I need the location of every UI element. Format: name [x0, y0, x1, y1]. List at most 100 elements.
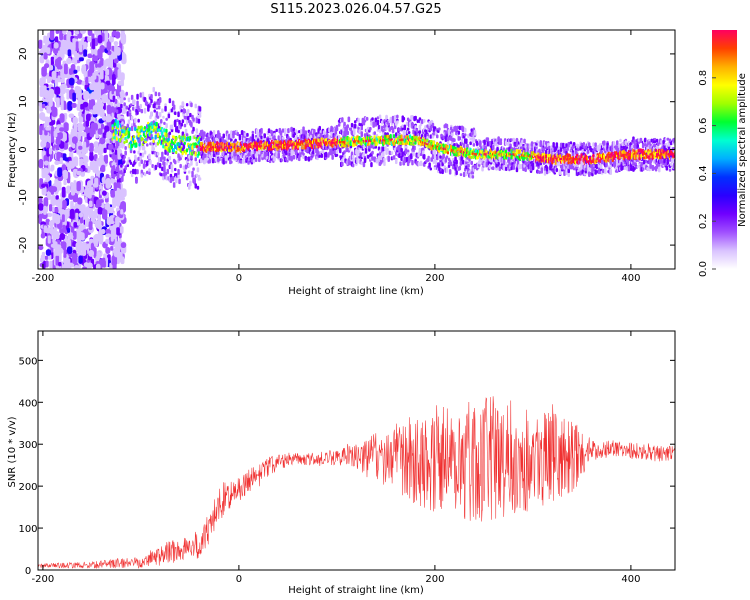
heatmap-cell	[177, 168, 180, 175]
heatmap-cell	[52, 233, 56, 244]
heatmap-cell	[175, 136, 178, 141]
heatmap-cell	[399, 161, 402, 166]
heatmap-cell	[396, 120, 399, 124]
heatmap-cell	[126, 112, 130, 116]
heatmap-cell	[196, 115, 200, 119]
heatmap-cell	[170, 124, 174, 130]
heatmap-cell	[120, 92, 123, 98]
heatmap-cell	[341, 161, 344, 167]
heatmap-cell	[398, 127, 401, 132]
heatmap-cell	[88, 249, 95, 257]
heatmap-cell	[75, 242, 81, 253]
heatmap-cell	[113, 171, 117, 175]
heatmap-cell	[127, 130, 130, 135]
heatmap-cell	[129, 140, 132, 145]
heatmap-cell	[445, 155, 449, 159]
heatmap-cell	[445, 123, 449, 129]
heatmap-cell	[78, 255, 83, 264]
heatmap-cell	[403, 124, 407, 131]
heatmap-cell	[194, 151, 197, 157]
heatmap-cell	[102, 190, 107, 196]
heatmap-cell	[64, 63, 68, 75]
heatmap-cell	[123, 97, 126, 101]
heatmap-cell	[422, 150, 425, 155]
heatmap-cell	[102, 60, 107, 70]
heatmap-cell	[124, 146, 127, 151]
heatmap-cell	[169, 173, 173, 178]
heatmap-cell	[69, 208, 75, 220]
heatmap-cell	[212, 130, 216, 136]
heatmap-cell	[157, 92, 161, 97]
heatmap-cell	[260, 127, 263, 134]
heatmap-cell	[111, 45, 115, 51]
heatmap-cell	[474, 149, 477, 154]
heatmap-cell	[180, 109, 183, 113]
heatmap-cell	[53, 42, 59, 49]
heatmap-cell	[356, 158, 359, 164]
heatmap-cell	[402, 116, 406, 121]
heatmap-cell	[170, 145, 173, 149]
heatmap-cell	[473, 129, 477, 136]
heatmap-cell	[387, 158, 390, 163]
heatmap-cell	[50, 243, 57, 248]
heatmap-cell	[138, 138, 141, 144]
heatmap-cells	[38, 30, 675, 269]
heatmap-cell	[120, 164, 123, 168]
heatmap-cell	[79, 158, 84, 168]
heatmap-cell	[371, 156, 374, 161]
heatmap-cell	[154, 142, 158, 148]
heatmap-cell	[190, 154, 193, 160]
heatmap-cell	[523, 138, 526, 144]
heatmap-cell	[101, 123, 105, 130]
heatmap-cell	[53, 130, 58, 138]
heatmap-cell	[188, 163, 191, 168]
heatmap-cell	[163, 128, 166, 133]
heatmap-cell	[183, 141, 186, 145]
heatmap-cell	[467, 163, 470, 168]
heatmap-cell	[51, 106, 58, 118]
heatmap-cell	[130, 125, 134, 132]
heatmap-cell	[50, 167, 54, 172]
heatmap-cell	[298, 157, 301, 162]
heatmap-cell	[100, 164, 106, 173]
heatmap-cell	[177, 111, 180, 118]
heatmap-cell	[112, 132, 115, 137]
heatmap-cell	[424, 125, 427, 130]
heatmap-cell	[160, 119, 163, 124]
heatmap-cell	[116, 142, 120, 147]
heatmap-cell	[187, 115, 190, 121]
heatmap-cell	[192, 167, 195, 171]
heatmap-cell	[150, 130, 153, 134]
heatmap-cell	[66, 185, 71, 194]
heatmap-cell	[331, 154, 334, 160]
heatmap-cell	[94, 208, 98, 219]
heatmap-cell	[97, 63, 102, 68]
heatmap-cell	[72, 192, 79, 203]
heatmap-cell	[79, 46, 83, 53]
heatmap-cell	[87, 30, 93, 36]
heatmap-cell	[193, 179, 196, 185]
heatmap-cell	[354, 120, 357, 124]
heatmap-cell	[234, 138, 237, 142]
heatmap-cell	[146, 170, 149, 175]
heatmap-cell	[106, 217, 112, 226]
heatmap-cell	[149, 159, 152, 165]
heatmap-cell	[383, 141, 386, 145]
heatmap-cell	[446, 141, 450, 146]
heatmap-cell	[59, 127, 65, 132]
heatmap-cell	[110, 246, 114, 251]
heatmap-cell	[152, 86, 155, 93]
heatmap-cell	[49, 30, 55, 41]
heatmap-cell	[455, 164, 458, 168]
heatmap-cell	[185, 148, 189, 152]
heatmap-cell	[104, 154, 108, 164]
heatmap-cell	[94, 177, 99, 188]
heatmap-cell	[94, 236, 101, 242]
heatmap-cell	[73, 221, 78, 228]
heatmap-cell	[402, 129, 406, 134]
heatmap-cell	[153, 109, 156, 113]
heatmap-cell	[78, 116, 84, 123]
heatmap-cell	[137, 118, 140, 123]
heatmap-cell	[267, 128, 271, 134]
